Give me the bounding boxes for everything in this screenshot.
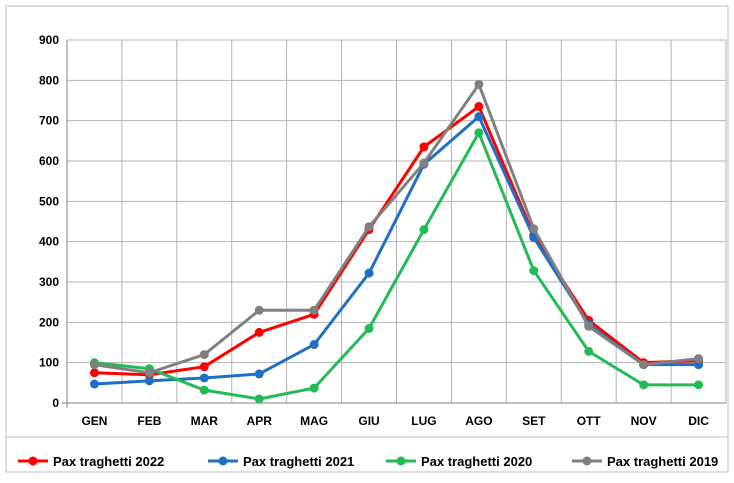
- y-tick-label: 800: [39, 73, 59, 87]
- legend-label: Pax traghetti 2019: [607, 454, 718, 469]
- data-point: [309, 305, 319, 315]
- data-point: [199, 350, 209, 360]
- chart-border: [5, 5, 729, 473]
- data-point: [474, 102, 484, 112]
- y-tick-label: 700: [39, 114, 59, 128]
- data-point: [419, 142, 429, 152]
- data-point: [639, 380, 649, 390]
- legend-swatch-point: [218, 456, 228, 466]
- x-tick-label: MAG: [300, 414, 328, 428]
- y-tick-label: 0: [52, 396, 59, 410]
- data-point: [254, 327, 264, 337]
- data-point: [144, 376, 154, 386]
- x-tick-label: NOV: [631, 414, 657, 428]
- data-point: [529, 266, 539, 276]
- y-tick-label: 300: [39, 275, 59, 289]
- data-point: [474, 79, 484, 89]
- y-tick-labels: 0 100 200 300 400 500 600 700 800 900: [39, 33, 59, 410]
- axes: [62, 40, 726, 408]
- legend-swatch-point: [28, 456, 38, 466]
- data-point: [144, 368, 154, 378]
- data-point: [89, 360, 99, 370]
- data-point: [419, 158, 429, 168]
- data-point: [364, 323, 374, 333]
- y-tick-label: 200: [39, 315, 59, 329]
- x-tick-label: GEN: [81, 414, 107, 428]
- data-point: [474, 128, 484, 138]
- x-tick-label: SET: [522, 414, 546, 428]
- data-point: [419, 225, 429, 235]
- x-tick-label: LUG: [411, 414, 436, 428]
- legend-label: Pax traghetti 2020: [421, 454, 532, 469]
- y-tick-label: 500: [39, 194, 59, 208]
- data-point: [254, 305, 264, 315]
- legend-swatch-point: [396, 456, 406, 466]
- x-tick-label: OTT: [577, 414, 602, 428]
- x-tick-label: MAR: [191, 414, 219, 428]
- legend: Pax traghetti 2022 Pax traghetti 2021 Pax …: [6, 436, 728, 469]
- y-tick-label: 400: [39, 235, 59, 249]
- series-line: [92, 131, 701, 401]
- data-point: [529, 224, 539, 234]
- series-line: [92, 82, 701, 375]
- data-point: [89, 379, 99, 389]
- data-point: [694, 354, 704, 364]
- y-tick-label: 900: [39, 33, 59, 47]
- x-tick-label: DIC: [688, 414, 709, 428]
- data-point: [199, 373, 209, 383]
- data-point: [584, 321, 594, 331]
- x-tick-label: FEB: [137, 414, 161, 428]
- data-point: [89, 368, 99, 378]
- data-point: [309, 340, 319, 350]
- y-tick-label: 100: [39, 356, 59, 370]
- data-point: [474, 112, 484, 122]
- x-tick-labels: GEN FEB MAR APR MAG GIU LUG AGO SET OTT NOV DIC: [81, 414, 709, 428]
- grid-lines: [67, 39, 727, 403]
- data-point: [639, 360, 649, 370]
- y-tick-label: 600: [39, 154, 59, 168]
- data-point: [254, 369, 264, 379]
- x-tick-label: AGO: [465, 414, 492, 428]
- data-point: [309, 383, 319, 393]
- data-point: [584, 346, 594, 356]
- series-line: [92, 105, 701, 377]
- data-point: [254, 394, 264, 404]
- x-tick-label: APR: [247, 414, 273, 428]
- series-lines: [89, 79, 704, 404]
- data-point: [199, 385, 209, 395]
- legend-label: Pax traghetti 2022: [53, 454, 164, 469]
- data-point: [199, 362, 209, 372]
- legend-swatch-point: [582, 456, 592, 466]
- legend-label: Pax traghetti 2021: [243, 454, 354, 469]
- data-point: [694, 380, 704, 390]
- x-tick-label: GIU: [358, 414, 379, 428]
- data-point: [364, 222, 374, 232]
- data-point: [364, 268, 374, 278]
